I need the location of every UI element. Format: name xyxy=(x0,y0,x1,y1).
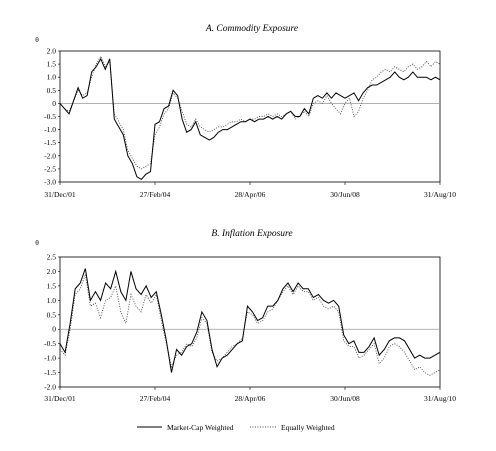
y-tick-label: -0.5 xyxy=(44,112,56,121)
y-tick-label: 1.0 xyxy=(47,296,57,305)
panel-b-title: B. Inflation Exposure xyxy=(211,228,292,239)
y-tick-label: 2.0 xyxy=(47,267,57,276)
panel-a-title: A. Commodity Exposure xyxy=(205,24,298,34)
legend-label-equally-weighted: Equally Weighted xyxy=(281,423,335,432)
panel-b-ylabel: θ xyxy=(35,238,39,247)
y-tick-label: 0.5 xyxy=(47,86,57,95)
y-tick-label: 2.5 xyxy=(47,253,57,262)
y-tick-label: -3.0 xyxy=(44,178,56,187)
y-tick-label: 1.5 xyxy=(47,60,57,69)
panel-a-y-ticks: 2.0 1.5 1.0 0.5 0 -0.5 -1.0 -1.5 -2.0 -2.5 -3.0 xyxy=(44,47,60,187)
y-tick-label: 0 xyxy=(52,325,56,334)
y-tick-label: 1.5 xyxy=(47,281,57,290)
legend: Market-Cap Weighted Equally Weighted xyxy=(137,423,335,432)
panel-a-series-market-cap-weighted xyxy=(59,57,441,181)
panel-a-x-ticks: 31/Dec/01 27/Feb/04 28/Apr/06 30/Jun/08 31/A… xyxy=(44,182,456,199)
x-tick-label: 30/Jun/08 xyxy=(330,394,360,403)
x-tick-label: 31/Dec/01 xyxy=(44,394,75,403)
x-tick-label: 30/Jun/08 xyxy=(330,190,360,199)
panel-b-series-equally-weighted xyxy=(59,274,441,376)
y-tick-label: 0.5 xyxy=(47,310,57,319)
panel-a-ylabel: θ xyxy=(35,35,39,44)
x-tick-label: 31/Dec/01 xyxy=(44,190,75,199)
panel-b-y-ticks: 2.5 2.0 1.5 1.0 0.5 0 -0.5 -1.0 -1.5 -2.0 xyxy=(44,253,60,392)
panel-commodity-exposure: A. Commodity Exposure θ 2.0 1.5 1.0 0.5 0 -0.… xyxy=(35,24,456,199)
legend-label-market-cap-weighted: Market-Cap Weighted xyxy=(167,423,234,432)
y-tick-label: 0 xyxy=(52,99,56,108)
x-tick-label: 28/Apr/06 xyxy=(235,190,266,199)
y-tick-label: -2.0 xyxy=(44,151,56,160)
y-tick-label: -2.0 xyxy=(44,383,56,392)
x-tick-label: 31/Aug/10 xyxy=(424,190,456,199)
x-tick-label: 31/Aug/10 xyxy=(424,394,456,403)
x-tick-label: 27/Feb/04 xyxy=(140,394,171,403)
y-tick-label: 2.0 xyxy=(47,47,57,56)
panel-a-series-equally-weighted xyxy=(59,55,441,170)
y-tick-label: -2.5 xyxy=(44,164,56,173)
panel-inflation-exposure: B. Inflation Exposure θ 2.5 2.0 1.5 1.0 0.5 0… xyxy=(35,228,456,403)
y-tick-label: -1.5 xyxy=(44,368,56,377)
panel-b-x-ticks: 31/Dec/01 27/Feb/04 28/Apr/06 30/Jun/08 31/A… xyxy=(44,387,456,403)
y-tick-label: -1.5 xyxy=(44,138,56,147)
panel-b-series-market-cap-weighted xyxy=(59,268,441,373)
x-tick-label: 27/Feb/04 xyxy=(140,190,171,199)
x-tick-label: 28/Apr/06 xyxy=(235,394,266,403)
y-tick-label: -1.0 xyxy=(44,125,56,134)
y-tick-label: 1.0 xyxy=(47,73,57,82)
y-tick-label: -0.5 xyxy=(44,339,56,348)
y-tick-label: -1.0 xyxy=(44,354,56,363)
